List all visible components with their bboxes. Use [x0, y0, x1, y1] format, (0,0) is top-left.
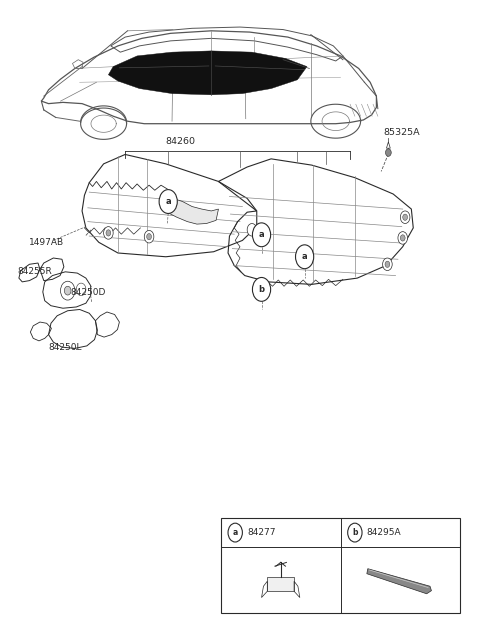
Text: b: b [352, 528, 358, 537]
Text: 84295A: 84295A [367, 528, 401, 537]
Circle shape [385, 149, 391, 157]
FancyBboxPatch shape [267, 577, 294, 591]
Polygon shape [166, 198, 218, 224]
Circle shape [64, 286, 71, 295]
Circle shape [383, 258, 392, 270]
Circle shape [296, 245, 314, 269]
Circle shape [403, 214, 408, 220]
Text: a: a [166, 197, 171, 206]
Circle shape [60, 281, 75, 300]
FancyBboxPatch shape [221, 518, 460, 613]
Text: 84260: 84260 [165, 137, 195, 147]
Text: 84250D: 84250D [70, 288, 106, 297]
Circle shape [106, 230, 111, 236]
Circle shape [400, 211, 410, 223]
Circle shape [76, 283, 86, 296]
Polygon shape [108, 51, 307, 95]
Text: b: b [259, 285, 264, 294]
Text: 1497AB: 1497AB [28, 238, 63, 247]
Circle shape [228, 523, 242, 542]
Circle shape [398, 231, 408, 244]
Circle shape [348, 523, 362, 542]
Circle shape [144, 230, 154, 243]
Circle shape [147, 233, 152, 240]
Circle shape [252, 223, 271, 247]
Polygon shape [386, 142, 390, 148]
Text: 84277: 84277 [247, 528, 276, 537]
Text: a: a [259, 230, 264, 239]
Text: a: a [233, 528, 238, 537]
Text: 84250L: 84250L [48, 343, 82, 352]
Text: 85325A: 85325A [384, 128, 420, 137]
Circle shape [247, 223, 257, 236]
Text: 84255R: 84255R [17, 267, 52, 276]
Text: a: a [302, 252, 307, 261]
Circle shape [252, 277, 271, 301]
Circle shape [104, 226, 113, 239]
Circle shape [159, 189, 177, 213]
Circle shape [385, 261, 390, 267]
Circle shape [400, 235, 405, 241]
Polygon shape [367, 569, 432, 594]
